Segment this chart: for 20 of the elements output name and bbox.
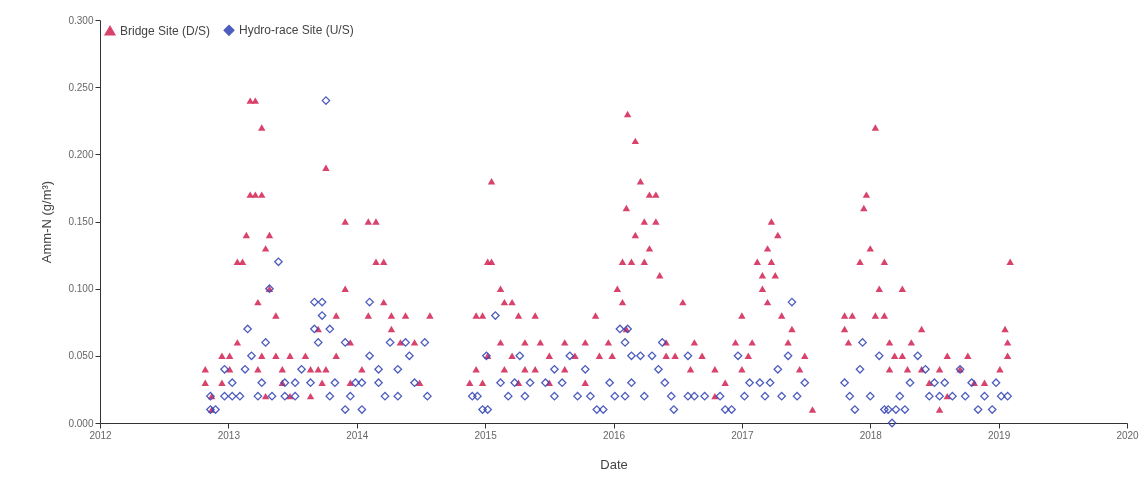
y-tick-label: 0.250 xyxy=(68,81,94,93)
y-axis-title: Amm-N (g/m³) xyxy=(39,180,55,264)
x-tick-label: 2013 xyxy=(217,429,241,441)
x-tick-label: 2015 xyxy=(474,429,498,441)
y-tick-label: 0.000 xyxy=(68,417,94,429)
y-tick-label: 0.150 xyxy=(68,216,94,227)
x-tick-label: 2012 xyxy=(89,429,113,441)
x-tick-label: 2014 xyxy=(346,429,369,441)
y-tick-label: 0.200 xyxy=(68,148,94,160)
x-axis-title: Date xyxy=(600,456,628,472)
legend-label: Hydro-race Site (U/S) xyxy=(239,23,354,38)
legend-label: Bridge Site (D/S) xyxy=(120,23,211,38)
y-tick-label: 0.050 xyxy=(68,350,94,362)
x-tick-label: 2017 xyxy=(731,429,754,441)
y-tick-label: 0.100 xyxy=(68,283,94,295)
x-tick-label: 2019 xyxy=(988,429,1011,441)
x-tick-label: 2016 xyxy=(602,429,626,441)
x-tick-label: 2020 xyxy=(1116,429,1140,441)
x-tick-label: 2018 xyxy=(859,429,883,441)
y-tick-label: 0.300 xyxy=(68,14,94,26)
